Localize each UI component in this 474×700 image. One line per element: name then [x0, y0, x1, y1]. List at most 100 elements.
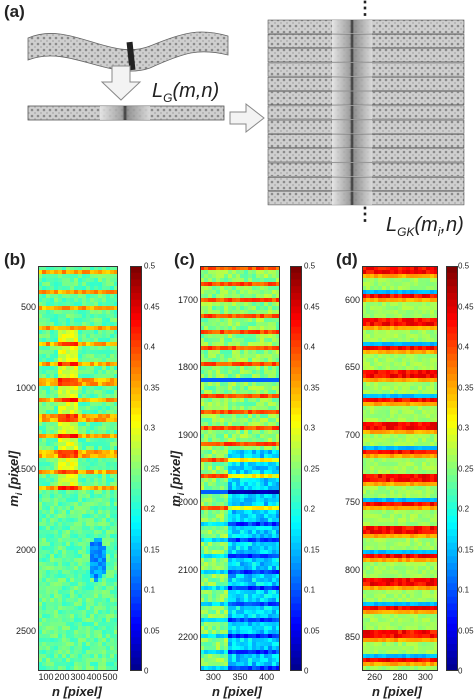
- heat-cell: [398, 306, 402, 310]
- heat-cell: [94, 466, 98, 470]
- heat-cell: [38, 518, 42, 522]
- heat-cell: [38, 666, 42, 670]
- colorbar-c: [290, 266, 302, 671]
- heat-cell: [430, 310, 434, 314]
- heat-cell: [370, 306, 374, 310]
- heat-cell: [66, 322, 70, 326]
- heat-cell: [220, 518, 224, 522]
- heat-cell: [110, 370, 114, 374]
- heat-cell: [46, 522, 50, 526]
- heat-cell: [38, 610, 42, 614]
- heat-cell: [228, 594, 232, 598]
- heat-cell: [272, 642, 276, 646]
- heat-cell: [224, 486, 228, 490]
- heat-cell: [248, 414, 252, 418]
- heat-cell: [272, 598, 276, 602]
- heat-cell: [38, 590, 42, 594]
- heat-cell: [90, 610, 94, 614]
- heat-cell: [42, 278, 46, 282]
- heat-cell: [232, 298, 236, 302]
- heat-cell: [86, 626, 90, 630]
- heat-cell: [260, 442, 264, 446]
- heat-cell: [46, 306, 50, 310]
- colorbar-segment: [130, 320, 142, 328]
- heat-cell: [62, 274, 66, 278]
- heat-cell: [82, 354, 86, 358]
- heat-cell: [244, 654, 248, 658]
- heat-cell: [268, 642, 272, 646]
- heat-cell: [102, 550, 106, 554]
- heat-cell: [252, 474, 256, 478]
- heat-cell: [366, 282, 370, 286]
- heat-cell: [220, 358, 224, 362]
- heat-cell: [78, 274, 82, 278]
- heat-cell: [244, 594, 248, 598]
- heat-cell: [38, 498, 42, 502]
- heat-cell: [204, 490, 208, 494]
- heat-cell: [212, 362, 216, 366]
- heat-cell: [422, 394, 426, 398]
- heat-cell: [276, 602, 280, 606]
- heat-cell: [264, 402, 268, 406]
- heat-cell: [50, 510, 54, 514]
- heat-cell: [276, 286, 280, 290]
- heat-cell: [70, 658, 74, 662]
- heat-cell: [204, 346, 208, 350]
- heat-cell: [82, 570, 86, 574]
- heat-cell: [426, 310, 430, 314]
- heat-cell: [410, 334, 414, 338]
- heat-cell: [232, 286, 236, 290]
- heat-cell: [224, 650, 228, 654]
- heat-cell: [244, 410, 248, 414]
- heat-cell: [260, 494, 264, 498]
- heat-cell: [98, 638, 102, 642]
- heat-cell: [90, 562, 94, 566]
- colorbar-b: [130, 266, 142, 671]
- heat-cell: [264, 382, 268, 386]
- heat-cell: [252, 514, 256, 518]
- heat-cell: [208, 490, 212, 494]
- heat-cell: [58, 378, 62, 382]
- heat-cell: [106, 278, 110, 282]
- heat-cell: [114, 394, 118, 398]
- heat-cell: [260, 594, 264, 598]
- heat-cell: [366, 394, 370, 398]
- heat-cell: [414, 346, 418, 350]
- heat-cell: [42, 474, 46, 478]
- heat-cell: [240, 646, 244, 650]
- heat-cell: [240, 482, 244, 486]
- heat-cell: [252, 330, 256, 334]
- heat-cell: [58, 582, 62, 586]
- heat-cell: [248, 358, 252, 362]
- heat-cell: [62, 622, 66, 626]
- heat-cell: [50, 658, 54, 662]
- heat-cell: [114, 666, 118, 670]
- heat-cell: [102, 286, 106, 290]
- heat-cell: [224, 422, 228, 426]
- heat-cell: [228, 498, 232, 502]
- heat-cell: [38, 650, 42, 654]
- heat-cell: [94, 646, 98, 650]
- heat-cell: [86, 562, 90, 566]
- heat-cell: [430, 366, 434, 370]
- heat-cell: [78, 646, 82, 650]
- heat-cell: [200, 438, 204, 442]
- heat-cell: [200, 582, 204, 586]
- heat-cell: [94, 662, 98, 666]
- heat-cell: [98, 622, 102, 626]
- heat-cell: [378, 394, 382, 398]
- heat-cell: [244, 282, 248, 286]
- heat-cell: [362, 346, 366, 350]
- heat-cell: [370, 294, 374, 298]
- heat-cell: [244, 358, 248, 362]
- heat-cell: [402, 390, 406, 394]
- heat-cell: [50, 330, 54, 334]
- heat-cell: [268, 590, 272, 594]
- heat-cell: [62, 634, 66, 638]
- heat-cell: [276, 346, 280, 350]
- heat-cell: [390, 382, 394, 386]
- heat-cell: [272, 462, 276, 466]
- heat-cell: [394, 390, 398, 394]
- heat-cell: [62, 494, 66, 498]
- heat-cell: [418, 406, 422, 410]
